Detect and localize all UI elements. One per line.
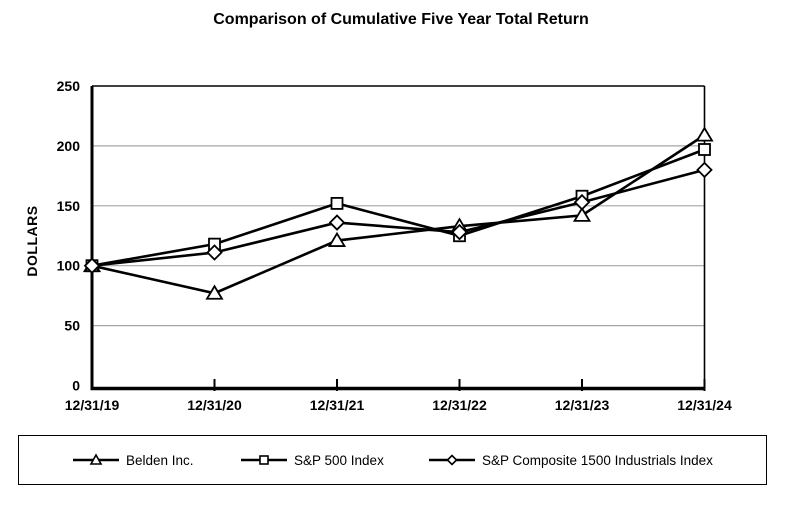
- diamond-marker: [83, 257, 101, 274]
- y-tick-label: 0: [72, 378, 80, 394]
- triangle-marker: [327, 231, 347, 247]
- triangle-marker: [89, 453, 103, 465]
- legend-label: S&P 500 Index: [294, 452, 384, 468]
- square-marker: [330, 197, 344, 210]
- triangle-marker: [572, 206, 592, 222]
- y-tick-label: 150: [57, 198, 81, 214]
- legend-item-sp-500-index: S&P 500 Index: [241, 436, 384, 484]
- legend: Belden Inc. S&P 500 Index S&P Composite …: [18, 435, 767, 485]
- diamond-marker: [573, 193, 591, 211]
- legend-item-belden-inc: Belden Inc.: [73, 436, 194, 484]
- series-line-s-p-500-index: [91, 148, 705, 267]
- plot-area: 0 50 100 150 200 250 12/31/19 12/31/20 12/31/21 1…: [57, 78, 732, 413]
- series-line-belden-inc: [91, 134, 706, 295]
- y-tick-label: 100: [57, 258, 81, 274]
- diamond-marker: [446, 454, 458, 466]
- chart-title: Comparison of Cumulative Five Year Total…: [213, 11, 589, 28]
- x-tick-label: 12/31/24: [677, 397, 732, 413]
- legend-label: S&P Composite 1500 Industrials Index: [482, 452, 713, 468]
- diamond-marker-icon: [429, 454, 475, 466]
- legend-label: Belden Inc.: [126, 452, 194, 468]
- series-markers-belden-inc: [82, 126, 714, 300]
- y-tick-label: 250: [57, 78, 81, 94]
- diamond-marker: [451, 223, 468, 241]
- series-markers-s-p-composite-1500-industrials-index: [83, 161, 713, 274]
- diamond-marker: [328, 214, 346, 231]
- x-tick-label: 12/31/22: [432, 397, 487, 413]
- square-marker: [698, 143, 711, 156]
- y-tick-label: 50: [64, 318, 80, 334]
- legend-item-sp-1500-industrials-index: S&P Composite 1500 Industrials Index: [429, 436, 713, 484]
- y-tick-label: 200: [57, 138, 81, 154]
- diamond-marker: [206, 244, 223, 261]
- x-tick-label: 12/31/20: [187, 397, 242, 413]
- series-markers-s-p-500-index: [85, 143, 711, 273]
- x-tick-label: 12/31/23: [555, 397, 610, 413]
- diamond-marker: [696, 161, 713, 179]
- triangle-marker: [695, 126, 714, 142]
- x-tick-label: 12/31/21: [310, 397, 365, 413]
- square-marker-icon: [241, 455, 287, 465]
- x-tick-label: 12/31/19: [65, 397, 120, 413]
- triangle-marker-icon: [73, 453, 119, 465]
- square-marker: [259, 455, 269, 465]
- series-line-s-p-composite-1500-industrials-index: [91, 168, 705, 267]
- triangle-marker: [205, 284, 224, 300]
